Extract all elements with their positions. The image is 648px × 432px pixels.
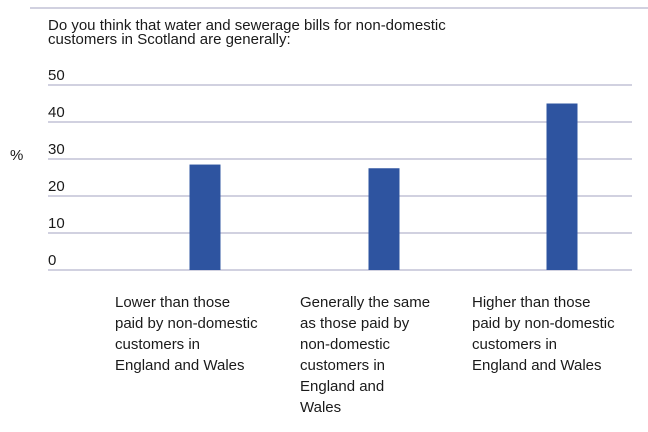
bar-3 [546,103,578,270]
y-axis-label: % [10,147,23,164]
chart-title-line: customers in Scotland are generally: [48,31,291,48]
category-label-3: customers in [472,336,557,353]
y-tick-label: 30 [48,141,65,158]
category-label-3: England and Wales [472,357,602,374]
category-label-2: as those paid by [300,315,410,332]
chart-title-line: Do you think that water and sewerage bil… [48,17,446,34]
category-label-3: Higher than those [472,294,590,311]
bar-2 [368,168,400,270]
category-label-2: customers in [300,357,385,374]
y-tick-label: 50 [48,67,65,84]
category-label-3: paid by non-domestic [472,315,615,332]
category-label-1: customers in [115,336,200,353]
bar-1 [189,164,221,270]
category-label-2: Wales [300,399,341,416]
y-tick-label: 10 [48,215,65,232]
y-tick-label: 0 [48,252,56,269]
category-labels: Lower than those paid by non-domestic cust… [115,294,615,416]
category-label-2: non-domestic [300,336,391,353]
y-tick-label: 20 [48,178,65,195]
category-label-1: paid by non-domestic [115,315,258,332]
category-label-1: Lower than those [115,294,230,311]
category-label-2: England and [300,378,384,395]
y-axis-ticks: 0 10 20 30 40 50 [48,67,65,269]
y-tick-label: 40 [48,104,65,121]
category-label-2: Generally the same [300,294,430,311]
chart-title: Do you think that water and sewerage bil… [48,17,446,48]
category-label-1: England and Wales [115,357,245,374]
gridlines [48,84,632,271]
bars [189,103,578,270]
